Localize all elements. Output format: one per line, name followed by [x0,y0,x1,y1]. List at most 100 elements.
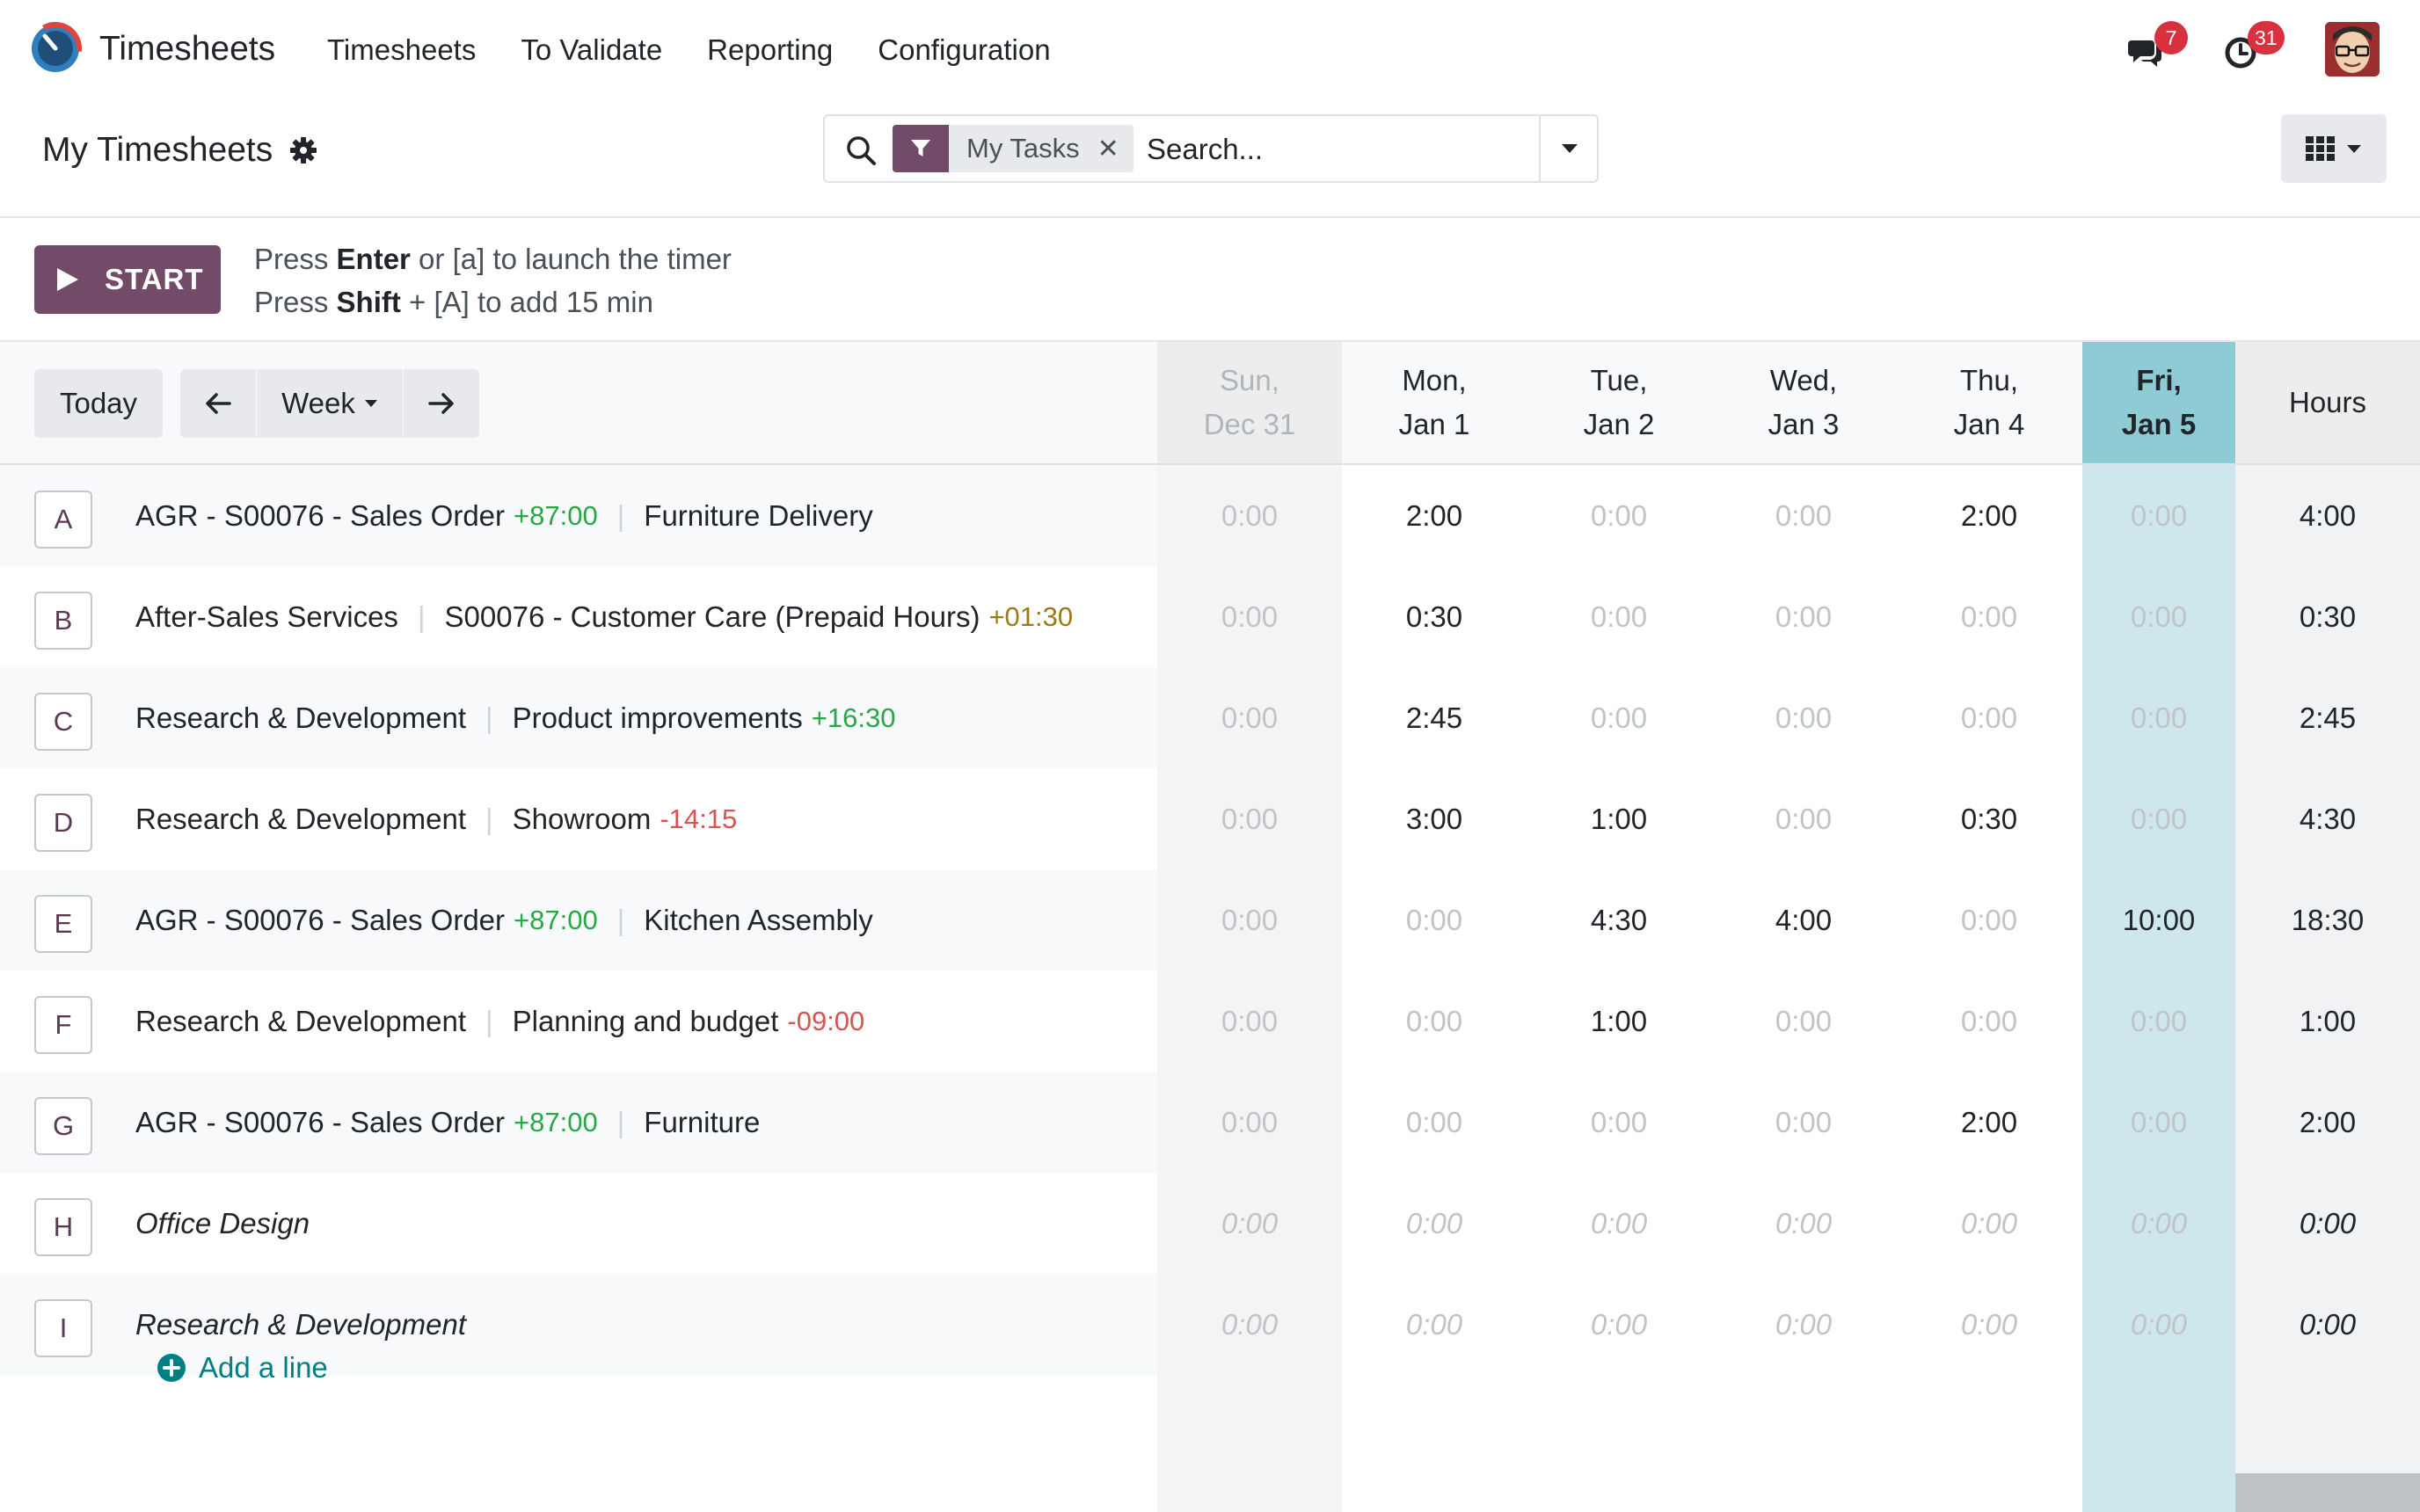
row-label[interactable]: AGR - S00076 - Sales Order +87:00 | Kitchen… [135,869,873,970]
hours-cell[interactable]: 1:00 [1590,1004,1648,1037]
hours-cell[interactable]: 0:00 [1590,600,1648,633]
hours-cell[interactable]: 0:00 [1405,1206,1463,1239]
task-name: Product improvements [512,701,803,734]
hours-cell[interactable]: 0:00 [1960,701,2018,734]
hours-cell[interactable]: 0:00 [1405,1004,1463,1037]
previous-button[interactable] [180,369,256,438]
hours-cell[interactable]: 0:00 [1590,1105,1648,1138]
hours-cell[interactable]: 0:00 [1221,903,1279,936]
hours-cell[interactable]: 0:00 [1775,600,1833,633]
today-button[interactable]: Today [34,369,163,438]
hours-cell[interactable]: 0:00 [1775,802,1833,835]
page-title: My Timesheets [42,131,273,169]
horizontal-scrollbar[interactable] [2235,1473,2420,1512]
hours-cell[interactable]: 0:00 [1221,1004,1279,1037]
hours-cell[interactable]: 0:30 [1405,600,1463,633]
hours-cell[interactable]: 0:00 [1221,1307,1279,1341]
row-shortcut-key[interactable]: H [34,1198,92,1256]
hours-cell[interactable]: 0:00 [1775,1307,1833,1341]
search-input[interactable] [1147,127,1534,172]
hours-cell[interactable]: 0:00 [1405,903,1463,936]
hours-cell[interactable]: 0:00 [1590,498,1648,532]
hours-cell[interactable]: 0:00 [1590,701,1648,734]
hours-cell[interactable]: 10:00 [2122,903,2196,936]
task-name: Showroom [512,802,652,835]
hours-cell[interactable]: 0:00 [2130,1307,2188,1341]
app-name[interactable]: Timesheets [99,30,276,68]
row-label[interactable]: Research & Development | Product improveme… [135,667,895,768]
row-shortcut-key[interactable]: G [34,1097,92,1155]
hours-cell[interactable]: 0:00 [1775,1206,1833,1239]
hours-cell[interactable]: 0:00 [1775,1004,1833,1037]
row-shortcut-key[interactable]: C [34,693,92,751]
row-label[interactable]: Research & Development | Planning and budg… [135,970,864,1072]
row-shortcut-key[interactable]: I [34,1299,92,1357]
next-button[interactable] [404,369,479,438]
row-shortcut-key[interactable]: A [34,491,92,549]
row-label[interactable]: After-Sales Services | S00076 - Customer C… [135,566,1073,667]
row-label[interactable]: Research & Development | Showroom -14:15 [135,768,737,869]
row-label[interactable]: AGR - S00076 - Sales Order +87:00 | Furnitu… [135,465,873,566]
hours-cell[interactable]: 0:00 [1590,1307,1648,1341]
hours-cell[interactable]: 4:00 [1775,903,1833,936]
hours-cell[interactable]: 0:00 [1960,600,2018,633]
row-label[interactable]: Research & Development [135,1274,466,1375]
hours-cell[interactable]: 1:00 [1590,802,1648,835]
hours-cell[interactable]: 0:30 [1960,802,2018,835]
hours-cell[interactable]: 0:00 [2130,600,2188,633]
hours-cell[interactable]: 0:00 [1405,1307,1463,1341]
hours-cell[interactable]: 0:00 [1960,903,2018,936]
menu-item-reporting[interactable]: Reporting [707,33,834,66]
start-timer-button[interactable]: START [34,245,221,314]
hours-cell[interactable]: 0:00 [1775,498,1833,532]
hours-cell[interactable]: 3:00 [1405,802,1463,835]
hours-cell[interactable]: 0:00 [2130,701,2188,734]
timesheets-app-icon[interactable] [29,22,82,75]
hours-cell[interactable]: 2:00 [1960,498,2018,532]
menu-item-timesheets[interactable]: Timesheets [327,33,477,66]
messages-icon[interactable] [2126,32,2165,70]
row-shortcut-key[interactable]: B [34,592,92,650]
hours-cell[interactable]: 0:00 [1221,600,1279,633]
hours-cell[interactable]: 0:00 [1960,1004,2018,1037]
menu-item-configuration[interactable]: Configuration [878,33,1051,66]
hours-cell[interactable]: 0:00 [1221,1206,1279,1239]
hours-cell[interactable]: 0:00 [1775,1105,1833,1138]
search-options-toggle[interactable] [1539,116,1599,181]
row-label[interactable]: Office Design [135,1173,310,1274]
gear-icon[interactable] [288,135,318,165]
hours-cell[interactable]: 2:00 [1405,498,1463,532]
menu-item-to-validate[interactable]: To Validate [521,33,663,66]
clock-icon[interactable] [2221,32,2260,70]
hours-cell[interactable]: 0:00 [2130,1206,2188,1239]
hours-cell[interactable]: 0:00 [1221,1105,1279,1138]
hours-cell[interactable]: 0:00 [1960,1206,2018,1239]
row-shortcut-key[interactable]: E [34,895,92,953]
hours-cell[interactable]: 2:45 [1405,701,1463,734]
hours-cell[interactable]: 0:00 [1221,802,1279,835]
hours-cell[interactable]: 0:00 [2130,498,2188,532]
add-line-button[interactable]: Add a line [157,1351,328,1385]
facet-close-icon[interactable]: ✕ [1097,134,1119,164]
range-dropdown[interactable]: Week [257,369,403,438]
hours-cell[interactable]: 0:00 [1221,701,1279,734]
hours-cell[interactable]: 4:30 [1590,903,1648,936]
hours-cell[interactable]: 0:00 [2130,1105,2188,1138]
view-switcher[interactable] [2281,114,2387,183]
hours-cell[interactable]: 0:00 [2130,1004,2188,1037]
caret-down-icon [2347,145,2361,153]
row-shortcut-key[interactable]: D [34,794,92,852]
hours-cell[interactable]: 2:00 [1960,1105,2018,1138]
hours-cell[interactable]: 0:00 [1960,1307,2018,1341]
label-separator: | [485,802,493,835]
hours-cell[interactable]: 0:00 [2130,802,2188,835]
hours-cell[interactable]: 0:00 [1590,1206,1648,1239]
row-shortcut-key[interactable]: F [34,996,92,1054]
task-name: Planning and budget [512,1004,779,1037]
hours-cell[interactable]: 0:00 [1775,701,1833,734]
hours-cell[interactable]: 0:00 [1405,1105,1463,1138]
user-avatar[interactable] [2325,22,2380,76]
search-icon[interactable] [844,134,878,167]
hours-cell[interactable]: 0:00 [1221,498,1279,532]
row-label[interactable]: AGR - S00076 - Sales Order +87:00 | Furnitu… [135,1072,760,1173]
